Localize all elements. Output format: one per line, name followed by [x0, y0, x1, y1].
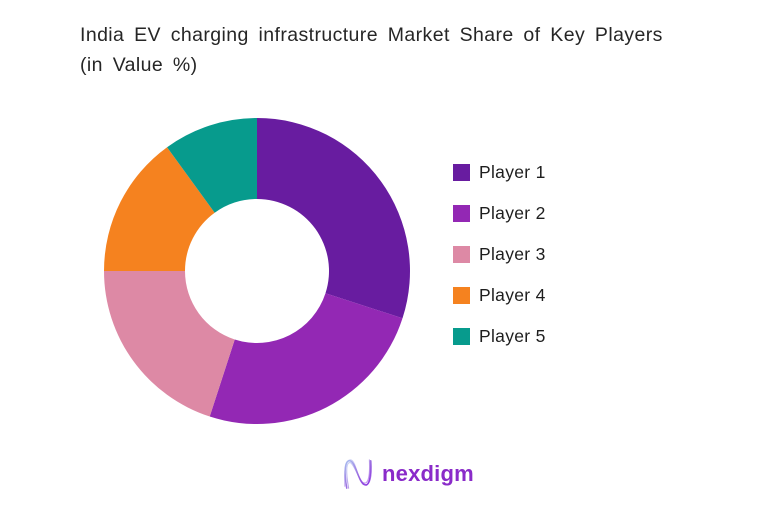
legend-label: Player 2 — [479, 202, 546, 223]
legend-item-player-4: Player 4 — [453, 283, 546, 307]
donut-segment-player-3 — [104, 271, 235, 417]
chart-title: India EV charging infrastructure Market … — [80, 24, 663, 76]
legend-label: Player 5 — [479, 325, 546, 346]
donut-segment-player-2 — [209, 293, 403, 424]
donut-segment-player-5 — [167, 118, 257, 213]
chart-legend: Player 1 Player 2 Player 3 Player 4 Play… — [453, 160, 546, 365]
legend-label: Player 1 — [479, 161, 546, 182]
legend-item-player-1: Player 1 — [453, 160, 546, 184]
brand-wordmark: nexdigm — [382, 461, 474, 486]
donut-chart — [104, 118, 410, 424]
donut-chart-area — [104, 118, 410, 424]
legend-item-player-3: Player 3 — [453, 242, 546, 266]
legend-item-player-2: Player 2 — [453, 201, 546, 225]
donut-segment-player-1 — [257, 118, 410, 319]
legend-swatch-player-2 — [453, 204, 470, 222]
legend-swatch-player-1 — [453, 163, 470, 181]
legend-swatch-player-4 — [453, 286, 470, 304]
nexdigm-logo-icon — [344, 459, 373, 489]
footer-brand: nexdigm — [342, 450, 474, 498]
legend-swatch-player-3 — [453, 245, 470, 263]
legend-label: Player 4 — [479, 284, 546, 305]
legend-label: Player 3 — [479, 243, 546, 264]
legend-item-player-5: Player 5 — [453, 324, 546, 348]
legend-swatch-player-5 — [453, 327, 470, 345]
donut-segment-player-4 — [104, 147, 215, 271]
